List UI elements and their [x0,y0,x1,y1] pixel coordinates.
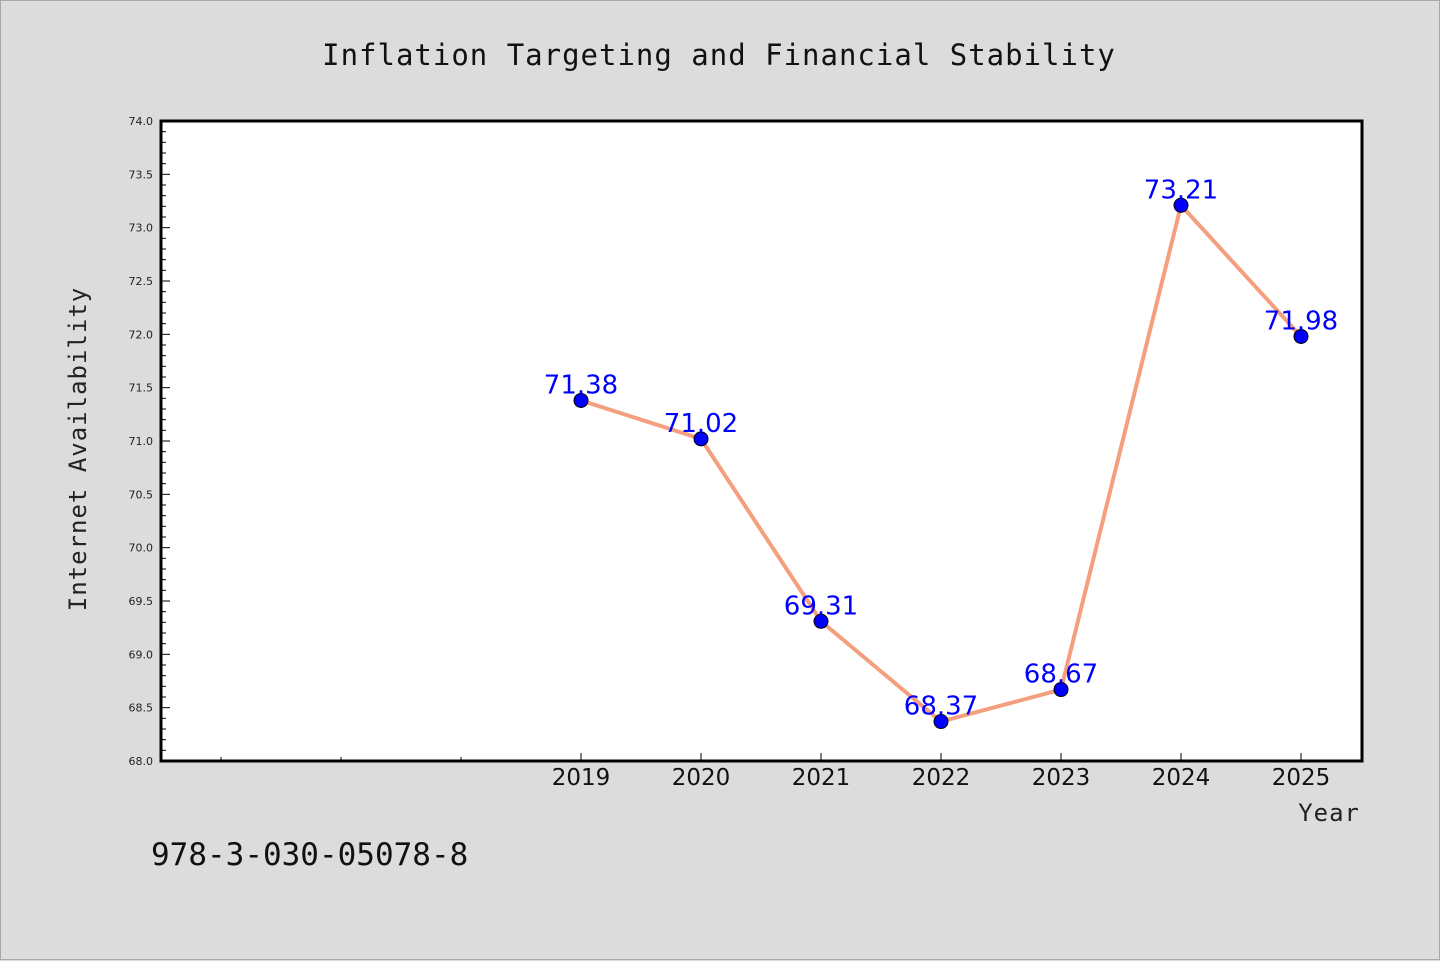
y-axis-title: Internet Availability [64,287,92,611]
x-tick-label: 2025 [1272,765,1331,791]
y-tick-label: 71.0 [129,435,154,448]
data-label: 68.67 [1024,660,1098,690]
y-tick-label: 68.0 [129,755,154,768]
y-tick-label: 69.0 [129,648,154,661]
data-point [693,431,709,447]
y-tick-label: 73.0 [129,222,154,235]
data-point [813,613,829,629]
x-tick-label: 2020 [672,765,731,791]
y-tick-label: 71.5 [129,382,154,395]
y-tick-label: 73.5 [129,168,154,181]
plot-area [159,119,1364,763]
x-tick-label: 2023 [1032,765,1091,791]
data-point [1293,328,1309,344]
y-tick-label: 70.0 [129,542,154,555]
data-label: 69.31 [784,591,858,621]
x-tick-label: 2019 [552,765,611,791]
x-tick-label: 2022 [912,765,971,791]
data-point [1173,197,1189,213]
data-point [1053,682,1069,698]
data-label: 71.02 [664,409,738,439]
data-point [573,392,589,408]
y-tick-label: 69.5 [129,595,154,608]
data-label: 73.21 [1144,175,1218,205]
series-line-group: 71.38 71.02 69.31 68.37 68.67 73.21 71.98 [544,175,1338,730]
x-axis-title: Year [1298,799,1360,827]
data-label: 68.37 [904,692,978,722]
y-tick-label: 72.0 [129,328,154,341]
data-label: 71.38 [544,370,618,400]
y-tick-label: 74.0 [129,115,154,128]
y-tick-label: 72.5 [129,275,154,288]
data-label: 71.98 [1264,306,1338,336]
x-tick-label: 2021 [792,765,851,791]
x-axis: 2019 2020 2021 2022 2023 2024 2025 [220,753,1331,791]
chart-title: Inflation Targeting and Financial Stabil… [322,38,1116,72]
isbn-label: 978-3-030-05078-8 [151,837,468,873]
data-point [933,714,949,730]
y-axis: 68.0 68.5 69.0 69.5 70.0 70.5 71.0 71.5 72.0 72.5… [129,115,170,768]
x-tick-label: 2024 [1152,765,1211,791]
y-tick-label: 68.5 [129,702,154,715]
y-tick-label: 70.5 [129,488,154,501]
